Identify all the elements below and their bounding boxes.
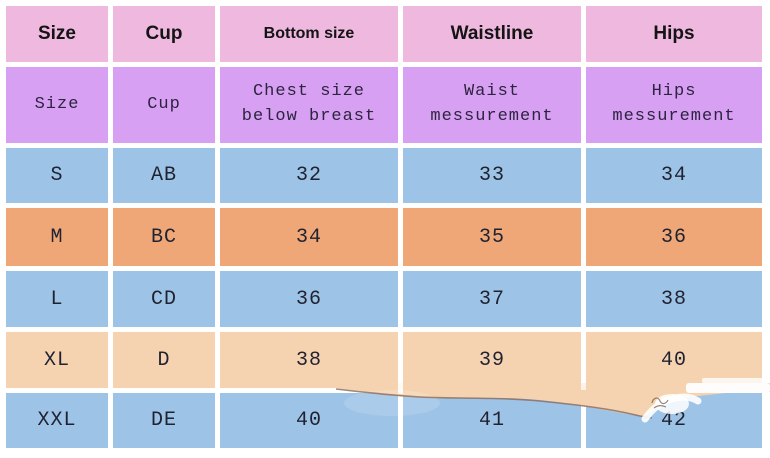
cell-m-bottom: 34 (220, 208, 398, 266)
cell-m-hips: 36 (586, 208, 762, 266)
subheader-cell-size: Size (6, 67, 108, 143)
cell-xxl-waist: 41 (403, 393, 581, 448)
cell-s-bottom: 32 (220, 148, 398, 203)
cell-xxl-hips: 42 (586, 393, 762, 448)
subheader-cell-waist-messurement: Waist messurement (403, 67, 581, 143)
header-cell-hips: Hips (586, 6, 762, 62)
header-cell-bottom-size: Bottom size (220, 6, 398, 62)
cell-s-size: S (6, 148, 108, 203)
cell-m-waist: 35 (403, 208, 581, 266)
cell-l-hips: 38 (586, 271, 762, 327)
cell-xxl-bottom: 40 (220, 393, 398, 448)
cell-xxl-size: XXL (6, 393, 108, 448)
subheader-cell-chest-size: Chest size below breast (220, 67, 398, 143)
subheader-cell-cup: Cup (113, 67, 215, 143)
header-cell-size: Size (6, 6, 108, 62)
cell-l-waist: 37 (403, 271, 581, 327)
cell-l-size: L (6, 271, 108, 327)
cell-s-cup: AB (113, 148, 215, 203)
header-cell-waistline: Waistline (403, 6, 581, 62)
cell-s-hips: 34 (586, 148, 762, 203)
cell-m-cup: BC (113, 208, 215, 266)
cell-m-size: M (6, 208, 108, 266)
header-cell-cup: Cup (113, 6, 215, 62)
cell-l-bottom: 36 (220, 271, 398, 327)
cell-xl-waist: 39 (403, 332, 581, 388)
cell-s-waist: 33 (403, 148, 581, 203)
cell-xl-cup: D (113, 332, 215, 388)
cell-xxl-cup: DE (113, 393, 215, 448)
subheader-cell-hips-messurement: Hips messurement (586, 67, 762, 143)
cell-xl-size: XL (6, 332, 108, 388)
cell-xl-hips: 40 (586, 332, 762, 388)
cell-l-cup: CD (113, 271, 215, 327)
cell-xl-bottom: 38 (220, 332, 398, 388)
